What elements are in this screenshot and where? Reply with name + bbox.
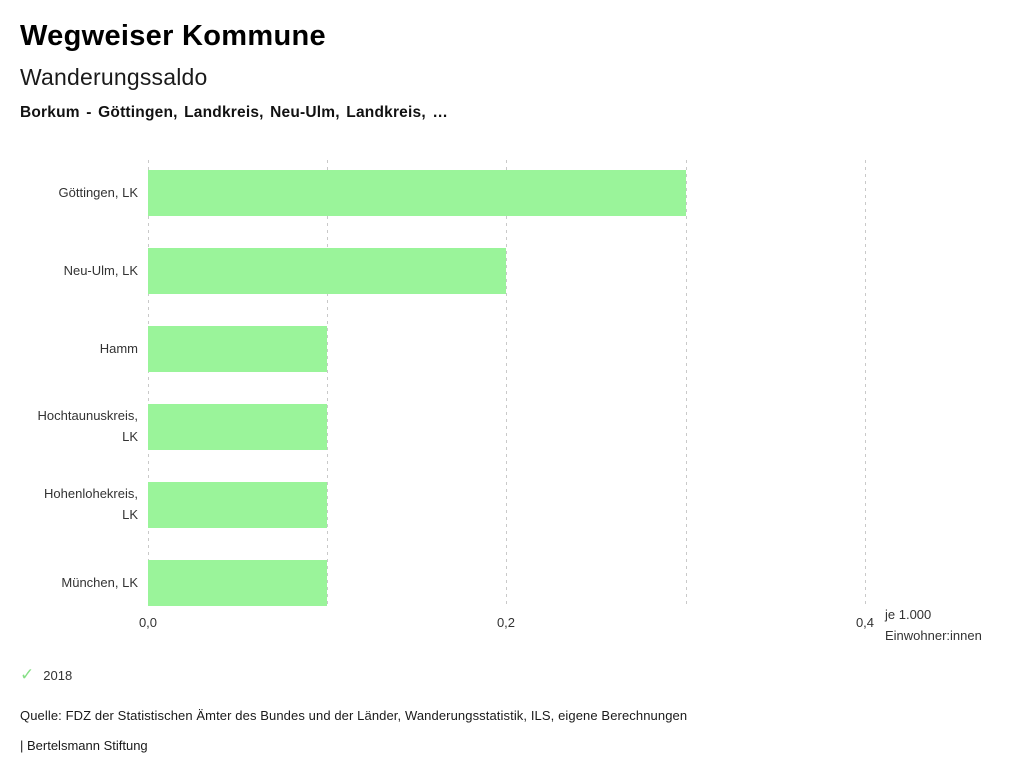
check-icon: ✓ xyxy=(20,665,35,685)
bar[interactable] xyxy=(148,482,327,528)
category-label: Hohenlohekreis, LK xyxy=(44,486,138,522)
category-label: Hochtaunuskreis, LK xyxy=(37,408,138,444)
attribution-text: | Bertelsmann Stiftung xyxy=(20,738,148,753)
x-tick-label: 0,0 xyxy=(138,615,158,630)
source-text: Quelle: FDZ der Statistischen Ämter des … xyxy=(20,708,688,723)
category-label: Neu-Ulm, LK xyxy=(63,262,138,278)
chart-title: Wanderungssaldo xyxy=(20,64,208,90)
comparison-subtitle: Borkum - Göttingen, Landkreis, Neu-Ulm, … xyxy=(20,104,449,121)
category-label: Hamm xyxy=(99,340,138,356)
gridline xyxy=(327,160,328,608)
x-axis-unit-line2: Einwohner:innen xyxy=(885,628,982,643)
category-label: München, LK xyxy=(61,574,138,590)
page-title: Wegweiser Kommune xyxy=(20,20,326,52)
gridline xyxy=(506,160,507,608)
x-tick-label: 0,4 xyxy=(855,615,875,630)
gridline xyxy=(148,160,149,608)
legend-year-label: 2018 xyxy=(43,668,73,683)
bar[interactable] xyxy=(148,248,506,294)
category-label: Göttingen, LK xyxy=(58,184,139,200)
x-axis-unit-line1: je 1.000 xyxy=(885,607,932,622)
bar[interactable] xyxy=(148,404,327,450)
bar[interactable] xyxy=(148,560,327,606)
gridline xyxy=(686,160,687,608)
gridline xyxy=(865,160,866,608)
x-tick-label: 0,2 xyxy=(496,615,516,630)
bar[interactable] xyxy=(148,170,686,216)
bar[interactable] xyxy=(148,326,327,372)
x-axis-unit-label: je 1.000 Einwohner:innen xyxy=(885,604,982,646)
legend-item-2018[interactable]: ✓ 2018 xyxy=(20,667,72,684)
